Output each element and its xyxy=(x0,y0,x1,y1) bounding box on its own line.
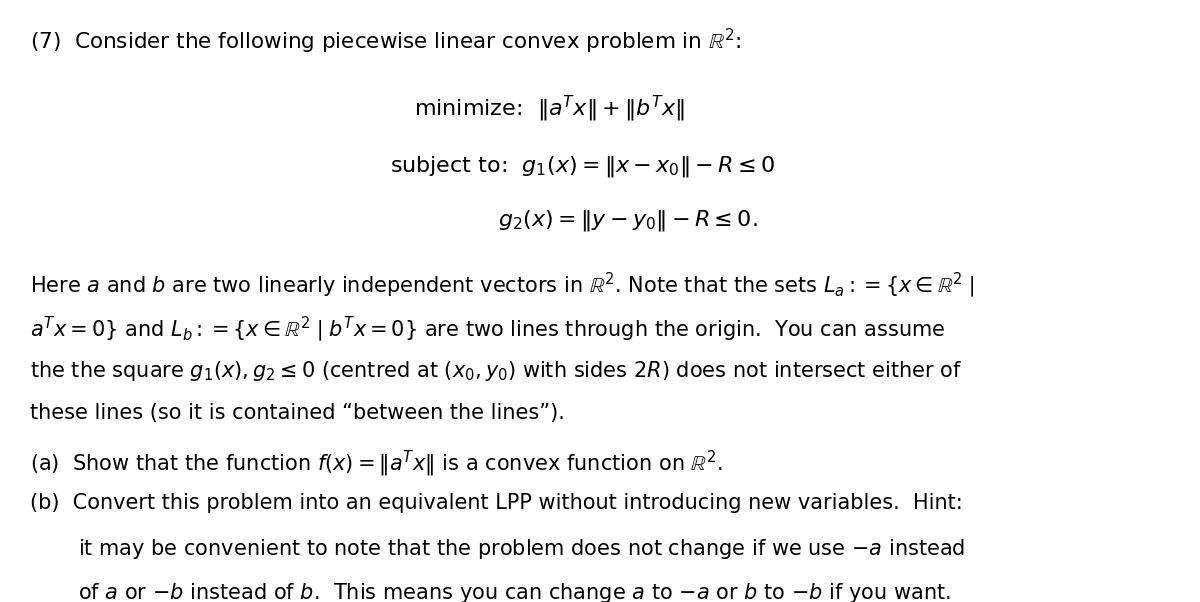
Text: these lines (so it is contained “between the lines”).: these lines (so it is contained “between… xyxy=(30,403,565,423)
Text: of $a$ or $-b$ instead of $b$.  This means you can change $a$ to $-a$ or $b$ to : of $a$ or $-b$ instead of $b$. This mean… xyxy=(78,581,950,602)
Text: minimize:  $\|a^T x\| + \|b^T x\|$: minimize: $\|a^T x\| + \|b^T x\|$ xyxy=(414,93,685,123)
Text: $a^T x = 0\}$ and $L_b := \{x \in \mathbb{R}^2 \mid b^T x = 0\}$ are two lines t: $a^T x = 0\}$ and $L_b := \{x \in \mathb… xyxy=(30,315,946,344)
Text: (7)  Consider the following piecewise linear convex problem in $\mathbb{R}^2$:: (7) Consider the following piecewise lin… xyxy=(30,27,742,57)
Text: $g_2(x) = \|y - y_0\| - R \leq 0.$: $g_2(x) = \|y - y_0\| - R \leq 0.$ xyxy=(498,208,757,233)
Text: Here $a$ and $b$ are two linearly independent vectors in $\mathbb{R}^2$. Note th: Here $a$ and $b$ are two linearly indepe… xyxy=(30,271,974,300)
Text: (b)  Convert this problem into an equivalent LPP without introducing new variabl: (b) Convert this problem into an equival… xyxy=(30,493,962,513)
Text: the the square $g_1(x), g_2 \leq 0$ (centred at $(x_0, y_0)$ with sides $2R$) do: the the square $g_1(x), g_2 \leq 0$ (cen… xyxy=(30,359,962,383)
Text: it may be convenient to note that the problem does not change if we use $-a$ ins: it may be convenient to note that the pr… xyxy=(78,537,965,561)
Text: (a)  Show that the function $f(x) = \|a^T x\|$ is a convex function on $\mathbb{: (a) Show that the function $f(x) = \|a^T… xyxy=(30,449,722,479)
Text: subject to:  $g_1(x) = \|x - x_0\| - R \leq 0$: subject to: $g_1(x) = \|x - x_0\| - R \l… xyxy=(390,154,775,179)
